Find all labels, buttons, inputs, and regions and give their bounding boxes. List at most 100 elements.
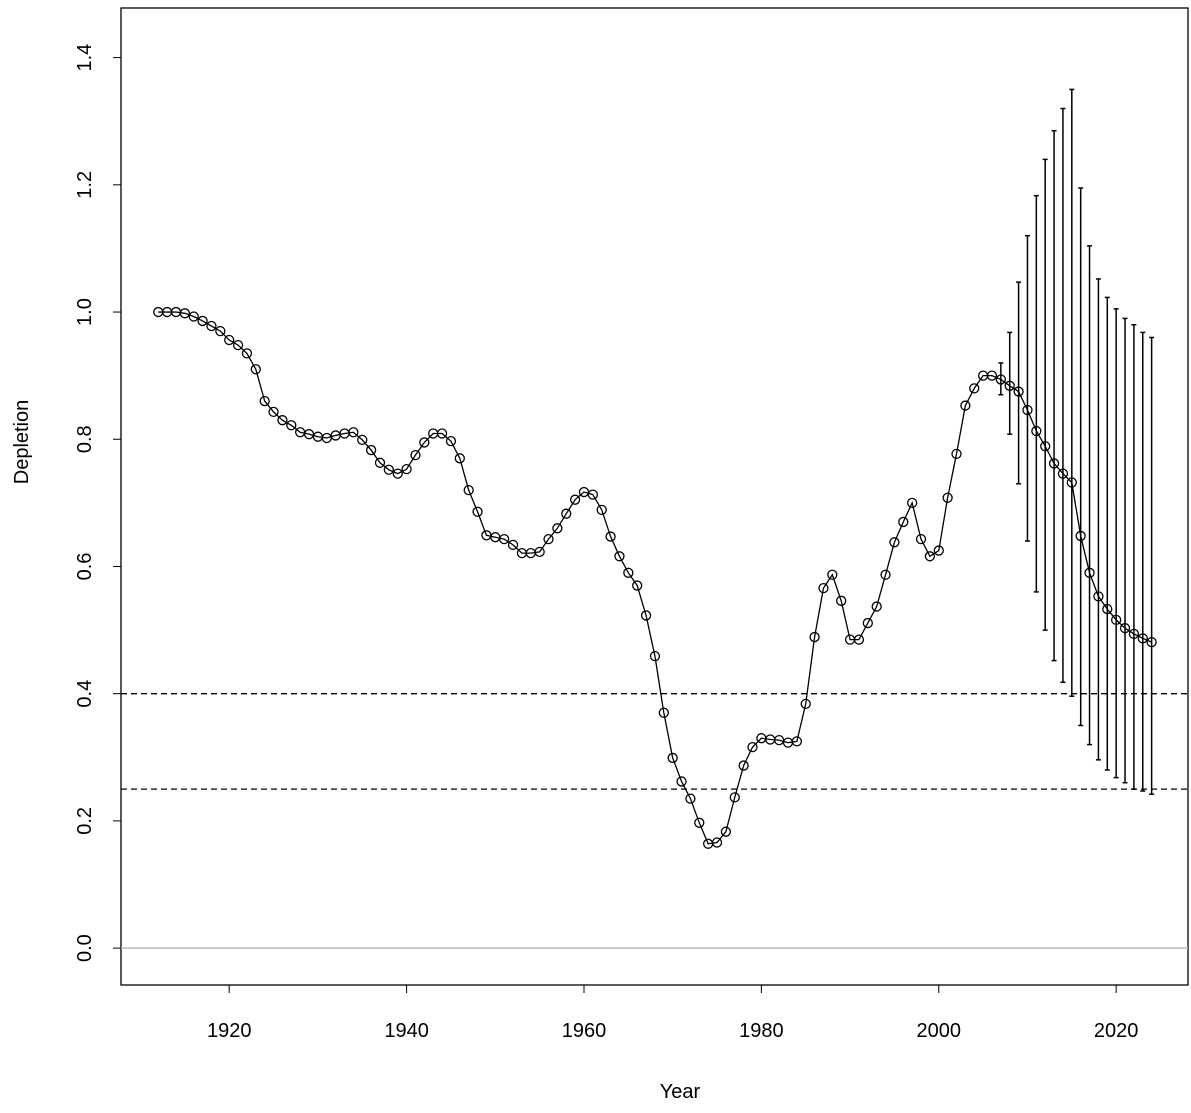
x-tick-label: 1980	[739, 1020, 784, 1042]
data-point	[241, 348, 253, 359]
data-point	[924, 551, 936, 562]
x-axis-label: Year	[660, 1081, 701, 1103]
error-bar	[998, 362, 1004, 396]
data-point	[436, 428, 448, 439]
data-point	[986, 370, 998, 381]
data-point	[277, 415, 288, 426]
data-point	[623, 567, 634, 578]
data-point	[419, 437, 430, 448]
data-point	[179, 308, 191, 319]
y-tick-label: 0.8	[74, 425, 96, 453]
x-tick-label: 1960	[562, 1020, 607, 1042]
data-point	[685, 793, 696, 804]
data-point	[286, 420, 297, 431]
data-point	[543, 533, 554, 545]
data-point	[658, 707, 669, 718]
error-bar	[1016, 281, 1022, 485]
data-point	[357, 434, 368, 446]
data-point	[836, 595, 847, 606]
data-point	[889, 537, 900, 548]
y-tick-label: 1.2	[74, 171, 96, 199]
error-bar	[1033, 194, 1039, 593]
error-bar	[1078, 187, 1084, 727]
x-tick-label: 2000	[917, 1020, 962, 1042]
data-point	[942, 492, 953, 503]
error-bar	[1069, 88, 1075, 697]
data-point	[676, 776, 687, 787]
data-point	[250, 364, 261, 375]
data-point	[410, 450, 421, 461]
data-point	[596, 504, 607, 516]
data-point	[632, 580, 643, 591]
data-point	[499, 533, 510, 545]
data-point	[640, 610, 652, 621]
data-point	[738, 760, 749, 771]
plot-frame	[120, 7, 1189, 986]
error-bar	[1024, 234, 1030, 542]
error-bar	[1087, 245, 1093, 746]
x-tick-label: 1940	[384, 1020, 429, 1042]
data-point	[268, 406, 279, 418]
data-point	[401, 463, 412, 475]
data-point	[694, 817, 705, 828]
y-tick-label: 0.6	[74, 553, 96, 581]
data-point	[614, 551, 625, 562]
data-point	[853, 634, 865, 645]
data-point	[907, 497, 918, 509]
data-point	[365, 444, 377, 456]
data-point	[969, 383, 980, 394]
data-point	[791, 736, 803, 747]
data-point	[259, 395, 270, 407]
error-bar	[1122, 317, 1128, 784]
data-point	[454, 453, 465, 464]
x-tick-label: 1920	[207, 1020, 252, 1042]
error-bar	[1095, 278, 1101, 761]
data-point	[392, 468, 403, 479]
data-point	[587, 489, 599, 500]
y-tick-label: 0.2	[74, 807, 96, 835]
data-point	[800, 698, 811, 710]
data-point	[507, 539, 519, 550]
x-tick-label: 2020	[1094, 1020, 1139, 1042]
data-point	[862, 617, 873, 629]
error-bar	[1131, 324, 1137, 790]
data-point	[224, 334, 235, 346]
data-point	[915, 533, 927, 545]
data-point	[206, 320, 217, 332]
data-point	[720, 826, 732, 837]
data-point	[818, 582, 829, 594]
error-bar	[1007, 331, 1013, 435]
data-point	[534, 546, 545, 557]
data-point	[747, 741, 758, 753]
data-point	[649, 651, 661, 662]
error-bar	[1149, 336, 1155, 795]
data-point	[827, 569, 838, 580]
data-point	[933, 545, 944, 556]
data-point	[729, 792, 740, 803]
y-tick-label: 0.4	[74, 680, 96, 708]
data-point	[348, 427, 359, 438]
y-tick-label: 0.0	[74, 934, 96, 962]
error-bar	[1060, 107, 1066, 683]
data-point	[605, 531, 616, 542]
data-point	[215, 325, 226, 337]
data-point	[374, 457, 386, 468]
y-tick-label: 1.0	[74, 298, 96, 326]
error-bar	[1104, 296, 1110, 771]
data-point	[667, 752, 678, 764]
error-bar	[1042, 158, 1048, 631]
error-bar	[1051, 130, 1057, 662]
y-tick-label: 1.4	[74, 44, 96, 72]
data-point	[809, 631, 820, 643]
data-point	[880, 569, 891, 580]
y-axis-label: Depletion	[11, 400, 33, 485]
data-point	[569, 494, 581, 505]
data-point	[561, 508, 572, 519]
data-point	[383, 464, 395, 475]
data-point	[711, 837, 723, 848]
error-bar	[1113, 308, 1119, 779]
data-point	[552, 523, 563, 534]
data-point	[445, 436, 457, 447]
data-point	[472, 506, 483, 517]
